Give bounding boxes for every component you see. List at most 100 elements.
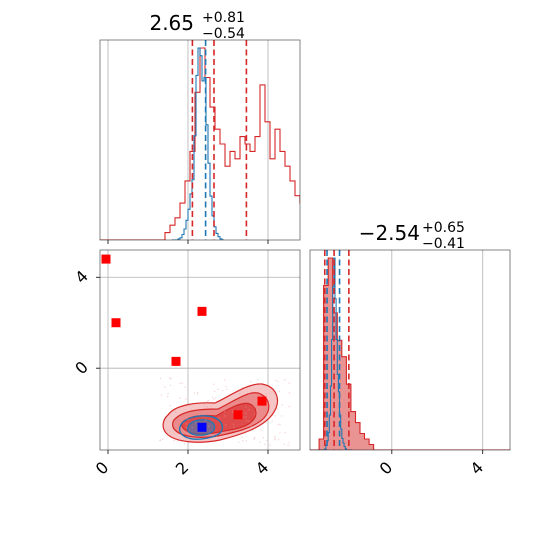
hist1-title-main: 2.65	[149, 11, 194, 35]
sample-speck	[224, 424, 227, 426]
sample-speck	[258, 418, 260, 420]
sample-speck	[268, 399, 270, 402]
sample-speck	[279, 424, 281, 426]
sample-speck	[162, 438, 164, 440]
sample-speck	[239, 393, 241, 395]
sample-speck	[169, 377, 171, 379]
sample-speck	[212, 396, 214, 398]
sample-speck	[213, 398, 215, 401]
sample-speck	[246, 430, 249, 432]
scatter-frame	[99, 249, 301, 451]
sample-speck	[164, 386, 166, 388]
sample-speck	[206, 400, 209, 403]
hist2-title-sub: −0.41	[422, 236, 465, 252]
sample-speck	[204, 405, 206, 407]
sample-speck	[184, 386, 186, 388]
sample-speck	[179, 440, 181, 442]
sample-speck	[232, 411, 234, 414]
sample-speck	[218, 417, 221, 419]
sample-speck	[238, 441, 240, 443]
sample-speck	[173, 439, 175, 442]
red-histogram	[310, 257, 510, 450]
blue-hist-group	[319, 257, 352, 450]
sample-speck	[277, 408, 279, 410]
sample-speck	[189, 404, 192, 407]
red-hist-group	[310, 257, 510, 450]
sample-speck	[186, 415, 188, 418]
sample-speck	[185, 423, 187, 425]
sample-speck	[288, 406, 290, 408]
contour-blue-outer	[178, 415, 224, 440]
sample-speck	[258, 405, 261, 408]
sample-speck	[243, 416, 245, 418]
sample-speck	[183, 443, 186, 445]
sample-speck	[243, 386, 245, 388]
red-marker	[171, 356, 181, 366]
sample-speck	[235, 401, 237, 403]
sample-speck	[287, 444, 289, 447]
sample-speck	[281, 404, 283, 406]
sample-speck	[224, 415, 226, 417]
sample-speck	[274, 393, 276, 395]
panel-hist-param2: −2.54 +0.65 −0.41 0 4	[309, 220, 511, 479]
sample-speck	[251, 394, 253, 396]
sample-speck	[255, 410, 257, 412]
sample-speck	[232, 411, 234, 414]
hist2-frame	[309, 249, 511, 451]
sample-speck	[216, 435, 218, 437]
sample-speck	[210, 405, 213, 407]
sample-speck	[239, 393, 241, 395]
sample-speck	[245, 420, 248, 422]
sample-speck	[266, 439, 268, 441]
sample-speck	[166, 395, 169, 398]
sample-speck	[245, 416, 247, 418]
red-histogram	[100, 47, 300, 240]
sample-speck	[222, 390, 224, 392]
hist2-title-sup: +0.65	[422, 220, 465, 236]
sample-speck	[185, 398, 187, 400]
sample-speck	[278, 390, 281, 393]
blue-histogram	[319, 257, 352, 450]
red-marker	[111, 318, 121, 328]
blue-marker	[197, 422, 207, 432]
hist1-title-sup: +0.81	[202, 10, 245, 26]
sample-speck	[241, 436, 243, 438]
red-histogram-fill	[310, 258, 510, 450]
sample-speck	[253, 406, 255, 408]
sample-speck	[160, 394, 163, 396]
x-tick-label: 4	[252, 458, 273, 479]
sample-speck	[176, 424, 178, 426]
sample-speck	[265, 393, 267, 396]
sample-speck	[169, 405, 171, 407]
sample-speck	[281, 415, 283, 417]
hist1-title-sub: −0.54	[202, 26, 245, 42]
sample-speck	[169, 429, 171, 432]
sample-speck	[167, 392, 169, 395]
sample-speck	[215, 397, 217, 399]
panel-hist-param1: 2.65 +0.81 −0.54	[99, 10, 301, 244]
x-tick-label: 4	[467, 458, 488, 479]
sample-speck	[264, 443, 266, 445]
sample-speck	[254, 437, 256, 439]
sample-speck	[206, 406, 209, 408]
sample-speck	[231, 410, 233, 412]
sample-speck	[256, 379, 259, 381]
red-marker	[233, 410, 243, 420]
sample-speck	[250, 425, 252, 428]
sample-speck	[224, 379, 226, 381]
sample-speck	[277, 381, 279, 383]
sample-speck	[179, 382, 181, 384]
sample-speck	[213, 383, 215, 385]
sample-speck	[181, 382, 183, 384]
sample-speck	[189, 440, 192, 442]
sample-speck	[274, 435, 276, 438]
sample-speck	[202, 413, 204, 415]
sample-speck	[288, 442, 290, 444]
sample-speck	[241, 387, 243, 389]
sample-speck	[205, 419, 207, 421]
blue-hist-group	[172, 47, 224, 240]
sample-speck	[254, 413, 256, 415]
sample-speck	[216, 410, 218, 412]
sample-speck	[288, 392, 291, 394]
